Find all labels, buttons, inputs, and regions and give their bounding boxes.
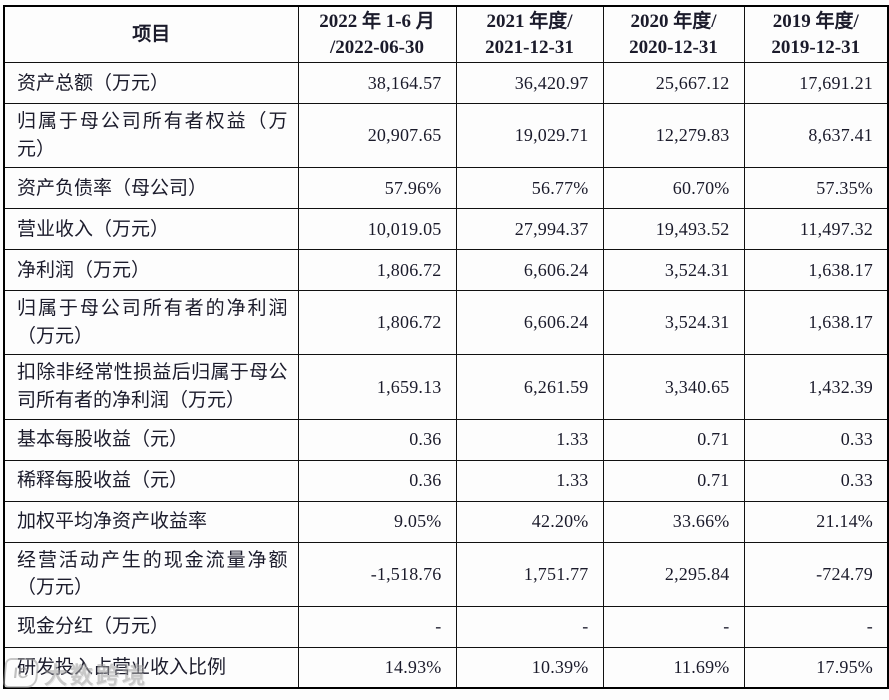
- row-label: 资产负债率（母公司）: [3, 167, 299, 210]
- row-label: 经营活动产生的现金流量净额（万元）: [3, 541, 299, 607]
- cell-value: -: [602, 605, 745, 648]
- row-label: 加权平均净资产收益率: [3, 500, 299, 543]
- cell-value: 33.66%: [602, 500, 745, 543]
- cell-value: -1,518.76: [297, 541, 457, 607]
- table-row: 资产总额（万元） 38,164.57 36,420.97 25,667.12 1…: [3, 62, 889, 105]
- table-row: 现金分红（万元） - - - -: [3, 605, 889, 648]
- cell-value: 6,606.24: [455, 290, 604, 356]
- row-label: 研发投入占营业收入比例: [3, 646, 299, 689]
- cell-value: -: [297, 605, 457, 648]
- cell-value: 0.33: [743, 459, 889, 502]
- cell-value: 38,164.57: [297, 62, 457, 105]
- header-period: 2022 年 1-6 月 /2022-06-30: [297, 5, 457, 64]
- cell-value: 1.33: [455, 459, 604, 502]
- cell-value: 3,524.31: [602, 249, 745, 292]
- table-row: 归属于母公司所有者权益（万元） 20,907.65 19,029.71 12,2…: [3, 103, 889, 169]
- table-row: 经营活动产生的现金流量净额（万元） -1,518.76 1,751.77 2,2…: [3, 541, 889, 607]
- cell-value: 42.20%: [455, 500, 604, 543]
- cell-value: 11.69%: [602, 646, 745, 689]
- cell-value: 9.05%: [297, 500, 457, 543]
- cell-value: 57.35%: [743, 167, 889, 210]
- header-period-line1: 2019 年度/: [772, 11, 859, 32]
- row-label: 现金分红（万元）: [3, 605, 299, 648]
- table-row: 资产负债率（母公司） 57.96% 56.77% 60.70% 57.35%: [3, 167, 889, 210]
- row-label: 稀释每股收益（元）: [3, 459, 299, 502]
- cell-value: 1,638.17: [743, 249, 889, 292]
- table-row: 基本每股收益（元） 0.36 1.33 0.71 0.33: [3, 418, 889, 461]
- row-label: 归属于母公司所有者权益（万元）: [3, 103, 299, 169]
- cell-value: 8,637.41: [743, 103, 889, 169]
- cell-value: 0.71: [602, 459, 745, 502]
- cell-value: 1.33: [455, 418, 604, 461]
- cell-value: 1,638.17: [743, 290, 889, 356]
- row-label: 扣除非经常性损益后归属于母公司所有者的净利润（万元）: [3, 354, 299, 420]
- header-period-line1: 2021 年度/: [486, 11, 573, 32]
- row-label: 营业收入（万元）: [3, 208, 299, 251]
- cell-value: 0.36: [297, 418, 457, 461]
- cell-value: 3,524.31: [602, 290, 745, 356]
- header-period-line2: 2021-12-31: [485, 36, 574, 58]
- header-period-line1: 2020 年度/: [630, 11, 717, 32]
- row-label: 归属于母公司所有者的净利润（万元）: [3, 290, 299, 356]
- cell-value: 36,420.97: [455, 62, 604, 105]
- cell-value: 57.96%: [297, 167, 457, 210]
- header-row: 项目 2022 年 1-6 月 /2022-06-30 2021 年度/ 202…: [3, 5, 889, 64]
- cell-value: 27,994.37: [455, 208, 604, 251]
- cell-value: 0.71: [602, 418, 745, 461]
- row-label: 基本每股收益（元）: [3, 418, 299, 461]
- cell-value: 60.70%: [602, 167, 745, 210]
- header-period: 2021 年度/ 2021-12-31: [455, 5, 604, 64]
- row-label: 资产总额（万元）: [3, 62, 299, 105]
- header-period-line2: 2019-12-31: [771, 36, 861, 58]
- cell-value: 3,340.65: [602, 354, 745, 420]
- cell-value: 19,029.71: [455, 103, 604, 169]
- cell-value: 21.14%: [743, 500, 889, 543]
- cell-value: -: [455, 605, 604, 648]
- cell-value: 12,279.83: [602, 103, 745, 169]
- cell-value: 19,493.52: [602, 208, 745, 251]
- cell-value: 1,432.39: [743, 354, 889, 420]
- cell-value: -: [743, 605, 889, 648]
- table-row: 加权平均净资产收益率 9.05% 42.20% 33.66% 21.14%: [3, 500, 889, 543]
- cell-value: 1,806.72: [297, 290, 457, 356]
- table-row: 研发投入占营业收入比例 14.93% 10.39% 11.69% 17.95%: [3, 646, 889, 689]
- cell-value: 25,667.12: [602, 62, 745, 105]
- cell-value: 17,691.21: [743, 62, 889, 105]
- header-period: 2020 年度/ 2020-12-31: [602, 5, 745, 64]
- cell-value: 14.93%: [297, 646, 457, 689]
- header-period-line2: /2022-06-30: [330, 36, 424, 58]
- table-row: 归属于母公司所有者的净利润（万元） 1,806.72 6,606.24 3,52…: [3, 290, 889, 356]
- header-item-label: 项目: [3, 5, 299, 64]
- cell-value: 10.39%: [455, 646, 604, 689]
- table-row: 营业收入（万元） 10,019.05 27,994.37 19,493.52 1…: [3, 208, 889, 251]
- cell-value: 6,261.59: [455, 354, 604, 420]
- cell-value: 10,019.05: [297, 208, 457, 251]
- cell-value: 1,751.77: [455, 541, 604, 607]
- table-row: 净利润（万元） 1,806.72 6,606.24 3,524.31 1,638…: [3, 249, 889, 292]
- header-period-line1: 2022 年 1-6 月: [319, 11, 435, 32]
- cell-value: 2,295.84: [602, 541, 745, 607]
- cell-value: -724.79: [743, 541, 889, 607]
- table-row: 扣除非经常性损益后归属于母公司所有者的净利润（万元） 1,659.13 6,26…: [3, 354, 889, 420]
- cell-value: 6,606.24: [455, 249, 604, 292]
- header-period-line2: 2020-12-31: [629, 36, 718, 58]
- cell-value: 56.77%: [455, 167, 604, 210]
- header-period: 2019 年度/ 2019-12-31: [743, 5, 889, 64]
- cell-value: 0.36: [297, 459, 457, 502]
- cell-value: 1,659.13: [297, 354, 457, 420]
- cell-value: 20,907.65: [297, 103, 457, 169]
- row-label: 净利润（万元）: [3, 249, 299, 292]
- cell-value: 17.95%: [743, 646, 889, 689]
- financial-summary-table: 项目 2022 年 1-6 月 /2022-06-30 2021 年度/ 202…: [3, 5, 889, 690]
- cell-value: 0.33: [743, 418, 889, 461]
- cell-value: 1,806.72: [297, 249, 457, 292]
- table-row: 稀释每股收益（元） 0.36 1.33 0.71 0.33: [3, 459, 889, 502]
- cell-value: 11,497.32: [743, 208, 889, 251]
